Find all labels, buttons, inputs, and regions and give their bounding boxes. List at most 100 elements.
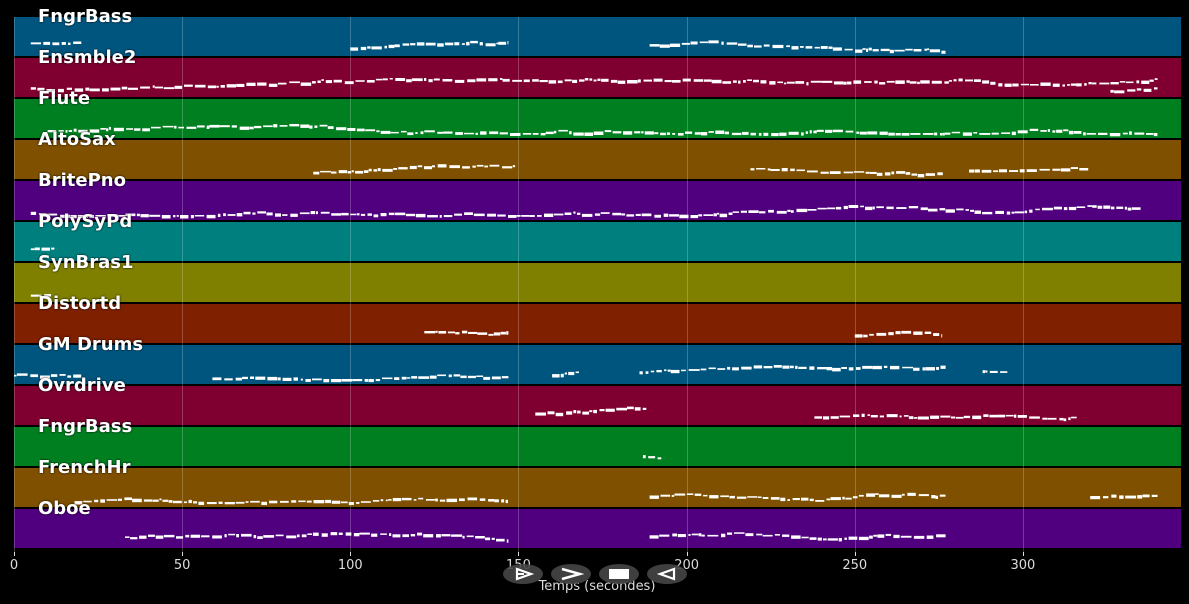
note: [467, 497, 478, 501]
tick-mark: [1022, 552, 1024, 556]
note: [944, 81, 949, 84]
note: [760, 80, 767, 84]
note: [446, 498, 457, 503]
note: [911, 173, 918, 176]
stop-button[interactable]: [599, 564, 639, 584]
note: [58, 88, 64, 93]
note: [682, 78, 691, 82]
note: [998, 414, 1006, 418]
note: [51, 247, 55, 250]
note: [763, 44, 770, 47]
track-lane[interactable]: Ovrdrive: [14, 376, 1181, 425]
note: [717, 368, 726, 370]
note: [800, 46, 804, 48]
track-lane[interactable]: Flute: [14, 89, 1181, 138]
note: [820, 171, 829, 174]
note: [865, 171, 870, 174]
note: [263, 535, 275, 538]
tick-mark: [350, 552, 352, 556]
note: [708, 367, 716, 370]
note: [398, 167, 408, 170]
play-icon: [515, 567, 535, 581]
track-lane[interactable]: FrenchHr: [14, 458, 1181, 507]
note: [227, 214, 236, 216]
track-lane[interactable]: Distortd: [14, 294, 1181, 343]
note: [763, 366, 773, 369]
note: [301, 534, 307, 538]
note: [388, 212, 395, 216]
note: [917, 174, 925, 178]
note: [508, 215, 517, 218]
note: [30, 211, 37, 215]
note: [555, 412, 564, 417]
track-lane[interactable]: AltoSax: [14, 130, 1181, 179]
rewind-button[interactable]: [647, 564, 687, 584]
note: [983, 414, 989, 417]
note: [364, 170, 369, 173]
track-lane[interactable]: GM Drums: [14, 335, 1181, 384]
note: [796, 169, 805, 172]
track-label: Ensmble2: [38, 47, 137, 68]
note: [188, 499, 192, 504]
note: [266, 212, 273, 216]
tick-mark: [182, 552, 184, 556]
note: [732, 211, 739, 213]
note: [496, 42, 499, 45]
note: [473, 213, 485, 217]
note: [843, 205, 848, 210]
note: [790, 210, 794, 213]
track-lane[interactable]: FngrBass: [14, 417, 1181, 466]
note: [885, 533, 892, 536]
note: [479, 42, 483, 46]
note: [1114, 90, 1125, 94]
note: [280, 500, 289, 503]
track-lane[interactable]: Oboe: [14, 499, 1181, 548]
note: [809, 498, 814, 502]
note: [741, 366, 752, 370]
note: [451, 534, 463, 537]
note: [263, 125, 273, 128]
note: [184, 84, 193, 87]
note: [704, 79, 712, 82]
note: [425, 42, 436, 46]
track-lane[interactable]: FngrBass: [14, 7, 1181, 56]
track-lane[interactable]: Ensmble2: [14, 48, 1181, 97]
note: [870, 171, 877, 174]
fast-forward-button[interactable]: [551, 564, 591, 584]
note: [73, 374, 82, 378]
note: [394, 377, 400, 380]
track-lane[interactable]: PolySyPd: [14, 212, 1181, 261]
note: [417, 532, 423, 536]
note: [1097, 205, 1103, 209]
note: [732, 367, 739, 371]
note: [74, 501, 83, 505]
note: [50, 374, 58, 377]
note: [217, 213, 221, 217]
note: [974, 210, 981, 214]
note: [777, 81, 783, 84]
note: [461, 43, 465, 45]
note: [860, 205, 864, 208]
track-lane[interactable]: BritePno: [14, 171, 1181, 220]
note: [1146, 133, 1154, 135]
note: [523, 79, 530, 83]
note: [861, 413, 865, 417]
note: [496, 538, 505, 542]
play-button[interactable]: [503, 564, 543, 584]
note: [930, 415, 940, 419]
note: [717, 212, 720, 215]
note: [703, 214, 714, 216]
note: [776, 210, 787, 214]
note: [428, 79, 433, 83]
note: [110, 87, 121, 91]
note: [505, 499, 508, 504]
note: [1001, 132, 1011, 134]
track-label: PolySyPd: [38, 211, 133, 232]
note: [255, 376, 266, 380]
note: [218, 501, 223, 504]
note: [858, 494, 864, 497]
track-lane[interactable]: SynBras1: [14, 253, 1181, 302]
note: [931, 80, 942, 84]
note: [1042, 207, 1053, 211]
note: [466, 535, 474, 538]
